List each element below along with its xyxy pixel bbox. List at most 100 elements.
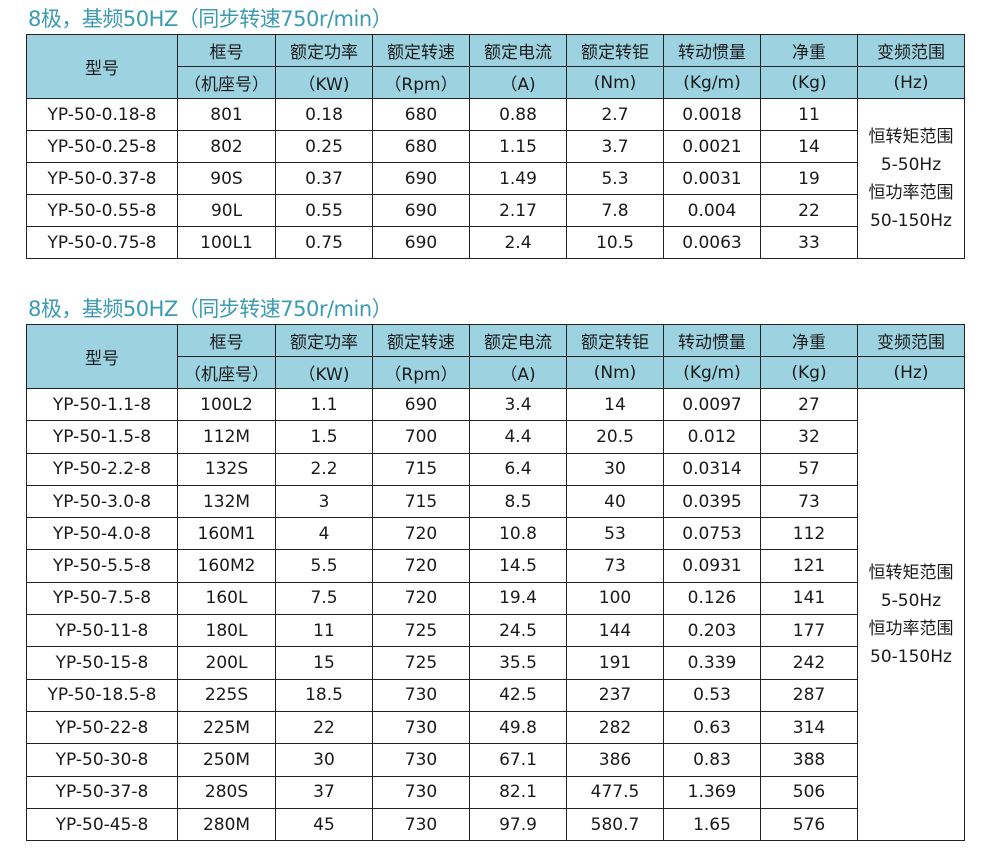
table-row: YP-50-0.18-8 801 0.18 680 0.88 2.7 0.0018 11 恒转矩…	[26, 98, 965, 259]
cell-inertia: 0.0931	[663, 549, 761, 583]
header-frame: 框号	[177, 324, 276, 357]
cell-frame: 132S	[177, 452, 276, 486]
table-row: YP-50-18.5-8 225S 18.5 730 42.5 237 0.53 287	[26, 678, 965, 712]
cell-model: YP-50-1.5-8	[26, 420, 178, 454]
table-row: YP-50-11-8 180L 11 725 24.5 144 0.203 177	[26, 614, 965, 648]
cell-inertia: 0.0395	[663, 484, 761, 519]
table-row: YP-50-5.5-8 160M2 5.5 720 14.5 73 0.0931 121	[26, 549, 965, 583]
header-row: （机座号） （KW) （Rpm） （A) (Nm) (Kg/m) (Kg) (Hz)	[27, 66, 965, 99]
header-weight-unit: (Kg)	[760, 66, 858, 99]
cell-torque: 40	[566, 484, 664, 519]
cell-inertia: 1.369	[663, 775, 761, 809]
table-row: YP-50-2.2-8 132S 2.2 715 6.4 30 0.0314 57	[26, 452, 965, 486]
header-current-unit: （A)	[469, 356, 567, 389]
cell-frame: 112M	[177, 420, 276, 454]
cell-power: 0.55	[275, 194, 373, 227]
frequency-range-line: 5-50Hz	[880, 154, 942, 175]
cell-frame: 160L	[177, 581, 276, 616]
cell-power: 15	[275, 646, 373, 680]
cell-inertia: 0.004	[663, 194, 761, 227]
header-frame-unit: （机座号）	[177, 66, 276, 99]
cell-inertia: 0.126	[663, 581, 761, 616]
table-row: YP-50-30-8 250M 30 730 67.1 386 0.83 388	[26, 743, 965, 777]
cell-current: 2.17	[469, 194, 567, 227]
cell-current: 8.5	[469, 484, 567, 519]
cell-inertia: 0.63	[663, 710, 761, 745]
header-inertia-unit: (Kg/m)	[663, 66, 761, 99]
cell-inertia: 0.339	[663, 646, 761, 680]
cell-speed: 725	[372, 614, 470, 648]
table-row: YP-50-1.5-8 112M 1.5 700 4.4 20.5 0.012 32	[26, 420, 965, 454]
table-row: YP-50-0.25-8 802 0.25 680 1.15 3.7 0.0021 14	[26, 130, 965, 163]
header-weight-unit: (Kg)	[760, 356, 858, 389]
cell-model: YP-50-30-8	[26, 743, 178, 777]
cell-speed: 690	[372, 226, 470, 259]
cell-power: 30	[275, 743, 373, 777]
cell-model: YP-50-1.1-8	[26, 387, 178, 422]
header-model: 型号	[26, 324, 178, 389]
cell-weight: 287	[760, 678, 858, 712]
header-frame-unit: （机座号）	[177, 356, 276, 389]
cell-current: 10.8	[469, 517, 567, 551]
table-row: YP-50-3.0-8 132M 3 715 8.5 40 0.0395 73	[26, 484, 965, 519]
cell-weight: 19	[760, 162, 858, 195]
cell-speed: 730	[372, 710, 470, 745]
cell-power: 11	[275, 614, 373, 648]
cell-weight: 141	[760, 581, 858, 616]
cell-torque: 30	[566, 452, 664, 486]
cell-frame: 250M	[177, 743, 276, 777]
cell-frame: 200L	[177, 646, 276, 680]
cell-frame: 90S	[177, 162, 276, 195]
cell-model: YP-50-15-8	[26, 646, 178, 680]
cell-torque: 386	[566, 743, 664, 777]
frequency-range-line: 50-150Hz	[870, 210, 952, 231]
header-speed-unit: （Rpm）	[372, 66, 470, 99]
header-power: 额定功率	[275, 34, 373, 67]
cell-speed: 720	[372, 549, 470, 583]
cell-power: 4	[275, 517, 373, 551]
cell-model: YP-50-0.18-8	[26, 98, 178, 131]
cell-frame: 160M2	[177, 549, 276, 583]
cell-frame: 280S	[177, 775, 276, 809]
cell-torque: 10.5	[566, 226, 664, 259]
cell-frame: 225M	[177, 710, 276, 745]
table-row: YP-50-15-8 200L 15 725 35.5 191 0.339 242	[26, 646, 965, 680]
header-weight: 净重	[760, 324, 858, 357]
cell-speed: 730	[372, 743, 470, 777]
cell-torque: 580.7	[566, 807, 664, 842]
frequency-range-cell: 恒转矩范围 5-50Hz 恒功率范围 50-150Hz	[857, 387, 965, 842]
cell-model: YP-50-0.55-8	[26, 194, 178, 227]
cell-weight: 314	[760, 710, 858, 745]
cell-speed: 690	[372, 194, 470, 227]
spec-table-1: 型号 框号 额定功率 额定转速 额定电流 额定转钜 转动惯量 净重 变频范围 （机座号） （KW) （…	[26, 34, 965, 259]
header-power-unit: （KW)	[275, 66, 373, 99]
frequency-range-cell: 恒转矩范围 5-50Hz 恒功率范围 50-150Hz	[857, 98, 965, 259]
cell-torque: 191	[566, 646, 664, 680]
cell-frame: 180L	[177, 614, 276, 648]
cell-torque: 144	[566, 614, 664, 648]
cell-model: YP-50-3.0-8	[26, 484, 178, 519]
cell-model: YP-50-11-8	[26, 614, 178, 648]
cell-model: YP-50-45-8	[26, 807, 178, 842]
frequency-range-line: 50-150Hz	[870, 646, 952, 667]
cell-power: 45	[275, 807, 373, 842]
header-range: 变频范围	[857, 34, 965, 67]
cell-inertia: 0.0031	[663, 162, 761, 195]
cell-weight: 22	[760, 194, 858, 227]
header-current-unit: （A)	[469, 66, 567, 99]
cell-current: 1.49	[469, 162, 567, 195]
header-current: 额定电流	[469, 324, 567, 357]
cell-current: 2.4	[469, 226, 567, 259]
header-row: （机座号） （KW) （Rpm） （A) (Nm) (Kg/m) (Kg) (Hz)	[27, 356, 965, 389]
cell-torque: 100	[566, 581, 664, 616]
table-row: YP-50-0.75-8 100L1 0.75 690 2.4 10.5 0.0063 33	[26, 226, 965, 259]
header-power: 额定功率	[275, 324, 373, 357]
cell-model: YP-50-2.2-8	[26, 452, 178, 486]
cell-speed: 680	[372, 130, 470, 163]
cell-torque: 2.7	[566, 98, 664, 131]
cell-current: 1.15	[469, 130, 567, 163]
table-2-title: 8极，基频50HZ（同步转速750r/min）	[28, 297, 393, 321]
table-row: YP-50-37-8 280S 37 730 82.1 477.5 1.369 506	[26, 775, 965, 809]
cell-current: 82.1	[469, 775, 567, 809]
table-row: YP-50-45-8 280M 45 730 97.9 580.7 1.65 576	[26, 807, 965, 842]
